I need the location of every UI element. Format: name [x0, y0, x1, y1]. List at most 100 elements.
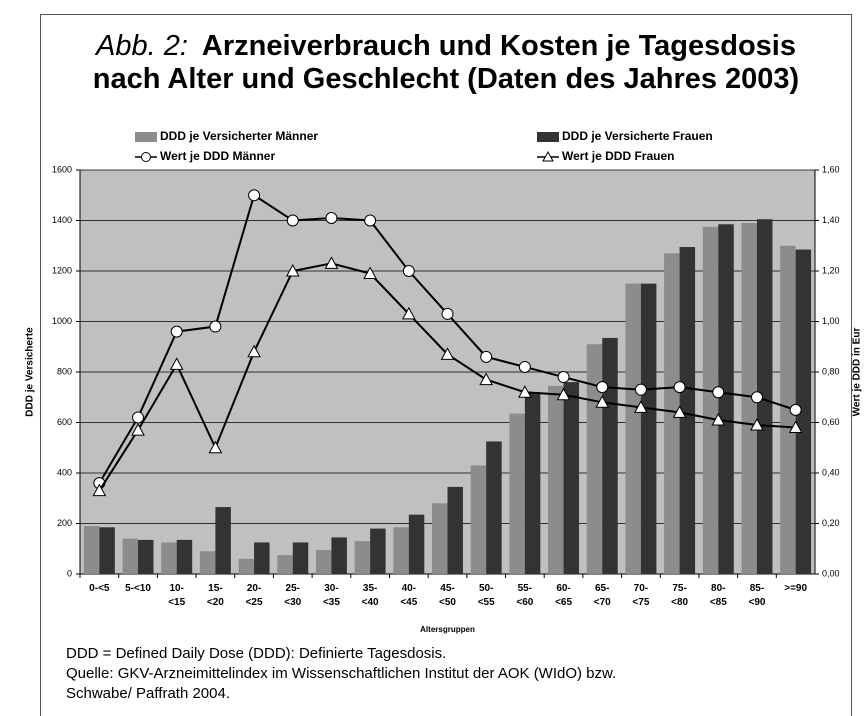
y2-tick-label: 1,00 [822, 316, 840, 326]
bar [238, 558, 255, 574]
bar [664, 253, 680, 574]
bar [370, 528, 386, 574]
line-marker [285, 263, 300, 277]
x-tick-label: 15- <20 [206, 583, 224, 608]
bar [718, 224, 734, 574]
line-marker [518, 385, 532, 398]
y2-axis-title: Wert je DDD in Eur [852, 328, 863, 417]
legend-label: Wert je DDD Männer [160, 149, 275, 163]
bar [161, 542, 177, 574]
y-tick-label: 1400 [52, 215, 72, 225]
notes: DDD = Defined Daily Dose (DDD): Definier… [66, 644, 616, 704]
y2-tick-label: 0,40 [822, 467, 840, 477]
line-marker [789, 403, 802, 416]
y-tick-label: 1000 [52, 316, 72, 326]
line-marker [711, 412, 726, 426]
bar [176, 539, 193, 574]
x-tick-label: 85- <90 [748, 583, 766, 608]
bar [408, 514, 425, 574]
line-marker [209, 320, 222, 333]
legend-label: DDD je Versicherter Männer [160, 129, 318, 143]
y2-tick-label: 1,20 [822, 265, 840, 275]
line-marker [132, 411, 145, 424]
line-marker [208, 440, 223, 454]
bar [625, 283, 641, 574]
legend-swatch [135, 132, 157, 142]
x-tick-label: 0-<5 [89, 583, 110, 594]
bar [679, 247, 696, 574]
bar [315, 550, 332, 574]
bar [447, 486, 463, 574]
line-marker [131, 423, 145, 436]
line-marker [672, 405, 687, 418]
x-tick-label: 70- <75 [632, 583, 650, 608]
y2-tick-label: 0,80 [822, 366, 840, 376]
bar [756, 219, 773, 575]
y-tick-label: 400 [57, 467, 72, 477]
bar [199, 551, 216, 574]
line-marker [364, 214, 377, 227]
y2-tick-label: 0,60 [822, 417, 840, 427]
x-tick-label: 45- <50 [439, 583, 456, 608]
line-marker [170, 325, 183, 338]
bar [99, 527, 115, 574]
chart-title: Abb. 2: Arzneiverbrauch und Kosten je Tag… [40, 30, 852, 96]
line-marker [750, 391, 763, 404]
line-marker [788, 420, 803, 434]
x-tick-label: 60- <65 [555, 583, 573, 608]
bar [795, 249, 812, 574]
line-marker [247, 344, 261, 358]
y2-tick-label: 0,20 [822, 518, 840, 528]
line-marker [634, 400, 648, 413]
line-marker [440, 347, 455, 360]
line-marker [363, 266, 377, 280]
bar [122, 538, 139, 574]
bar [780, 245, 796, 574]
bar [702, 226, 719, 574]
y-tick-label: 1200 [52, 265, 72, 275]
x-tick-label: 20- <25 [245, 583, 263, 608]
line-marker [325, 211, 338, 224]
y-axis-title: DDD je Versicherte [25, 327, 36, 417]
line-marker [673, 381, 686, 394]
x-tick-label: 50- <55 [477, 583, 495, 608]
line-marker [480, 350, 493, 363]
line-marker [712, 386, 725, 399]
line-marker [92, 483, 107, 497]
x-tick-label: 55- <60 [516, 583, 534, 608]
x-tick-label: 80- <85 [709, 583, 727, 608]
bar [509, 413, 525, 574]
x-tick-label: 25- <30 [284, 583, 302, 608]
frame [40, 14, 852, 716]
line-marker [286, 214, 299, 227]
x-tick-label: 40- <45 [400, 583, 418, 608]
bar [277, 555, 293, 574]
line-marker [750, 417, 764, 431]
y-tick-label: 0 [67, 568, 72, 578]
note: DDD = Defined Daily Dose (DDD): Definier… [66, 645, 447, 662]
x-axis-title: Altersgruppen [420, 625, 475, 634]
y-tick-label: 1600 [52, 164, 72, 174]
y2-tick-label: 0,00 [822, 568, 840, 578]
x-tick-label: 35- <40 [361, 583, 379, 608]
line-marker [402, 265, 415, 277]
line-marker [518, 360, 531, 373]
y2-tick-label: 1,60 [822, 164, 840, 174]
bar [354, 541, 371, 574]
x-tick-label: 75- <80 [671, 583, 689, 608]
bar [524, 392, 541, 574]
bar [741, 223, 757, 574]
x-tick-label: 10- <15 [168, 583, 186, 608]
x-tick-label: >=90 [784, 583, 808, 594]
x-tick-label: 5-<10 [125, 583, 151, 594]
bar [640, 283, 657, 574]
x-tick-label: 30- <35 [322, 583, 340, 608]
bar [563, 382, 580, 574]
bar [215, 507, 231, 574]
note: Quelle: GKV-Arzneimittelindex im Wissens… [66, 665, 617, 702]
legend-marker [141, 152, 151, 162]
x-tick-label: 65- <70 [593, 583, 611, 608]
line-marker [556, 387, 571, 401]
